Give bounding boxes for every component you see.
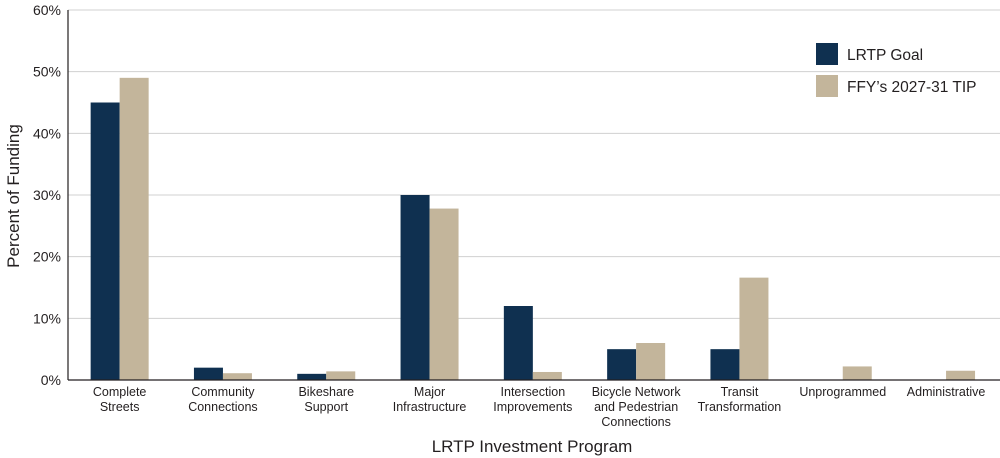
bar-series-2 xyxy=(946,370,976,380)
x-category-label: Intersection Improvements xyxy=(493,385,572,414)
legend-label: LRTP Goal xyxy=(847,47,923,64)
x-category-labels: Complete Streets Community Connections Bikes… xyxy=(93,385,985,429)
bar-series-2 xyxy=(842,366,872,380)
axes xyxy=(67,10,1000,381)
bar-series-2 xyxy=(222,373,252,380)
x-category-label: Bicycle Network and Pedestrian Connections xyxy=(592,385,682,429)
y-tick-label: 40% xyxy=(33,125,61,141)
y-tick-label: 30% xyxy=(33,187,61,203)
bar-series-1 xyxy=(297,373,327,380)
x-category-label: Complete Streets xyxy=(93,385,147,414)
bar-series-2 xyxy=(429,208,459,380)
bar-series-1 xyxy=(90,102,120,380)
bar-series-2 xyxy=(739,277,769,380)
y-tick-label: 60% xyxy=(33,2,61,18)
y-axis-title: Percent of Funding xyxy=(4,124,23,268)
legend-swatch xyxy=(816,43,838,65)
y-tick-labels: 0% 10% 20% 30% 40% 50% 60% xyxy=(33,2,61,388)
bar-series-1 xyxy=(607,349,637,380)
bar-series-2 xyxy=(636,343,666,380)
bar-series-2 xyxy=(532,371,562,380)
y-tick-label: 0% xyxy=(41,372,61,388)
bar-series-2 xyxy=(119,77,149,380)
x-category-label: Bikeshare Support xyxy=(298,385,354,414)
gridlines xyxy=(68,9,1000,319)
y-tick-label: 10% xyxy=(33,310,61,326)
x-category-label: Transit Transformation xyxy=(698,385,782,414)
x-category-label: Unprogrammed xyxy=(799,385,886,399)
bars xyxy=(90,77,976,380)
bar-series-1 xyxy=(710,349,740,380)
y-tick-label: 50% xyxy=(33,64,61,80)
y-tick-label: 20% xyxy=(33,249,61,265)
x-category-label: Major Infrastructure xyxy=(393,385,467,414)
x-axis-title: LRTP Investment Program xyxy=(432,437,633,456)
legend-swatch xyxy=(816,75,838,97)
bar-series-1 xyxy=(193,367,223,380)
bar-series-1 xyxy=(400,195,430,380)
x-category-label: Community Connections xyxy=(188,385,258,414)
legend: LRTP Goal FFY’s 2027-31 TIP xyxy=(816,43,977,97)
x-category-label: Administrative xyxy=(907,385,986,399)
bar-series-2 xyxy=(326,371,356,380)
bar-series-1 xyxy=(503,306,533,380)
legend-label: FFY’s 2027-31 TIP xyxy=(847,79,977,96)
